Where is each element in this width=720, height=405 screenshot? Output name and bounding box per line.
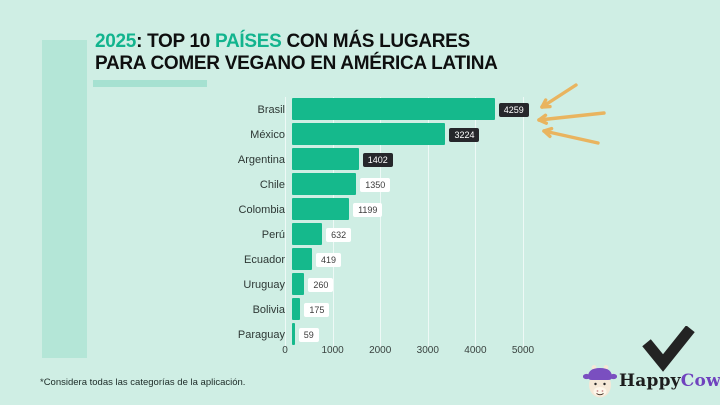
value-label: 260 [308, 277, 334, 292]
chart-row: Argentina 1402 [190, 147, 532, 172]
page-title: 2025: TOP 10 PAÍSES CON MÁS LUGARES PARA… [95, 31, 498, 75]
bar [292, 98, 495, 120]
country-label: Argentina [237, 153, 285, 166]
logo-text-cow: Cow [680, 371, 720, 391]
value-label: 175 [304, 302, 330, 317]
title-line-2: PARA COMER VEGANO EN AMÉRICA LATINA [95, 53, 498, 74]
gridline [380, 97, 382, 347]
bar [292, 148, 359, 170]
value-label: 1350 [360, 177, 391, 192]
bar [292, 223, 323, 245]
bar [292, 248, 312, 270]
bar [292, 298, 301, 320]
gridline [285, 97, 286, 347]
emphasis-arrows-icon [537, 83, 606, 145]
value-label: 3224 [449, 127, 480, 142]
footnote: *Considera todas las categorías de la ap… [40, 377, 246, 388]
country-label: Chile [259, 178, 285, 191]
country-label: México [250, 128, 285, 141]
value-label: 1402 [362, 152, 393, 167]
x-tick-label: 4000 [464, 345, 487, 356]
chart-row: Bolivia 175 [190, 297, 532, 322]
gridline [332, 97, 334, 347]
chart-row: Colombia 1199 [190, 197, 532, 222]
value-label: 419 [315, 252, 341, 267]
title-year: 2025 [95, 31, 137, 52]
country-label: Brasil [257, 103, 285, 116]
chart-row: Perú 632 [190, 222, 532, 247]
chart-row: Uruguay 260 [190, 272, 532, 297]
country-label: Paraguay [237, 328, 285, 341]
chart-row: Ecuador 419 [190, 247, 532, 272]
country-label: Perú [261, 228, 285, 241]
checkmark-icon [642, 326, 695, 372]
bar [292, 173, 357, 195]
chart-row: Paraguay 59 [190, 322, 532, 347]
cow-icon [583, 365, 617, 398]
title-highlight: PAÍSES [215, 31, 282, 52]
gridline [523, 97, 524, 347]
country-label: Uruguay [243, 278, 285, 291]
x-tick-label: 1000 [321, 345, 344, 356]
chart-row: México 3224 [190, 122, 532, 147]
chart-rows: Brasil 4259 México 3224 Argentina 1402 Chile 13… [190, 97, 532, 347]
happycow-logo: HappyCow [583, 363, 720, 399]
x-axis: 0 1000 2000 3000 4000 5000 [282, 345, 534, 359]
gridline [427, 97, 429, 347]
title-underline-decoration [93, 80, 207, 87]
x-tick-label: 2000 [369, 345, 392, 356]
x-tick-label: 5000 [511, 345, 535, 356]
title-mid1: : TOP 10 [136, 31, 216, 52]
title-line-1: 2025: TOP 10 PAÍSES CON MÁS LUGARES [95, 31, 498, 53]
gridline [475, 97, 477, 347]
x-tick-label: 0 [282, 345, 288, 356]
value-label: 59 [298, 327, 319, 342]
country-label: Colombia [238, 203, 285, 216]
x-tick-label: 3000 [416, 345, 439, 356]
value-label: 1199 [353, 202, 383, 217]
logo-text-happy: Happy [619, 371, 681, 391]
bar [292, 123, 446, 145]
value-label: 632 [326, 227, 352, 242]
country-label: Ecuador [244, 253, 285, 266]
title-mid2: CON MÁS LUGARES [281, 31, 471, 52]
bar [292, 198, 350, 220]
bar-chart: Brasil 4259 México 3224 Argentina 1402 Chile 13… [190, 97, 532, 347]
bar [292, 273, 305, 295]
side-strip-decoration [42, 40, 87, 358]
value-label: 4259 [498, 102, 529, 117]
chart-row: Brasil 4259 [190, 97, 532, 122]
country-label: Bolivia [252, 303, 285, 316]
bar [292, 323, 295, 345]
happycow-wordmark: HappyCow [619, 371, 720, 391]
gridlines [285, 97, 525, 347]
chart-row: Chile 1350 [190, 172, 532, 197]
